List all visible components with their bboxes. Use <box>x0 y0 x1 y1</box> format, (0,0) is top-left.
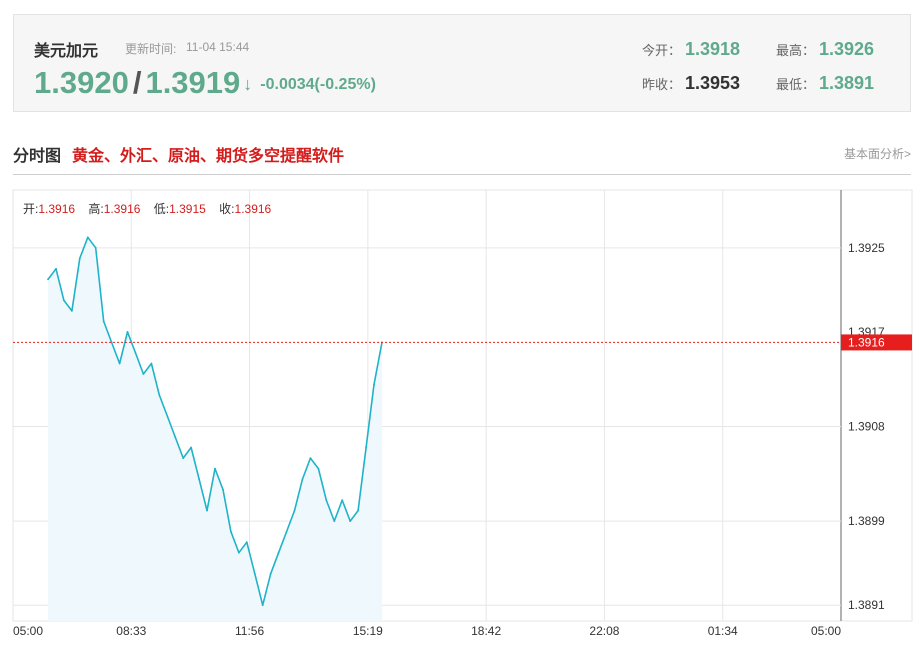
prev-close-value: 1.3953 <box>685 73 741 93</box>
open-stat: 今开： 1.3918 <box>642 39 740 60</box>
ask-price: 1.3919 <box>145 65 241 100</box>
y-tick-label: 1.3908 <box>848 420 885 434</box>
data-point <box>158 394 161 396</box>
y-tick-label: 1.3925 <box>848 241 885 255</box>
current-price-marker <box>841 334 912 351</box>
down-arrow-icon: ↓ <box>243 74 253 94</box>
high-label: 最高： <box>776 43 816 58</box>
data-point <box>253 572 256 575</box>
prev-close-label: 昨收： <box>642 77 682 92</box>
data-point <box>94 246 97 249</box>
data-point <box>190 446 193 449</box>
current-price-label: 1.3916 <box>848 335 885 349</box>
high-stat: 最高： 1.3926 <box>776 39 874 60</box>
quote-panel: 美元加元 更新时间: 11-04 15:44 1.3920/1.3919 ↓ -0.… <box>13 14 911 112</box>
fundamental-analysis-link[interactable]: 基本面分析> <box>843 147 911 161</box>
x-tick-label: 05:00 <box>13 624 43 638</box>
data-point <box>269 572 272 575</box>
data-point <box>214 467 216 470</box>
ohlc-open-value: 1.3916 <box>38 202 76 216</box>
data-point <box>325 499 328 501</box>
open-label: 今开： <box>642 43 682 58</box>
prev-close-stat: 昨收： 1.3953 <box>642 73 740 94</box>
data-point <box>118 362 121 365</box>
data-point <box>222 488 224 491</box>
data-point <box>365 446 367 449</box>
ohlc-readout: 开:1.3916 高:1.3916 低:1.3915 收:1.3916 <box>23 200 281 217</box>
data-point <box>182 457 185 459</box>
ohlc-high-value: 1.3916 <box>103 202 141 216</box>
data-point <box>230 530 232 533</box>
x-tick-label: 08:33 <box>116 624 146 638</box>
data-point <box>285 530 288 533</box>
data-point <box>293 509 296 512</box>
x-tick-label: 01:34 <box>708 624 738 638</box>
data-point <box>142 373 145 375</box>
price-change: -0.0034(-0.25%) <box>260 76 376 93</box>
section-divider <box>13 174 911 175</box>
y-tick-label: 1.3891 <box>848 598 885 612</box>
ohlc-high-label: 高: <box>88 202 104 216</box>
y-tick-label: 1.3899 <box>848 514 885 528</box>
data-point <box>206 509 208 512</box>
ohlc-open-label: 开: <box>23 202 39 216</box>
data-point <box>110 341 113 344</box>
alert-software-link[interactable]: 黄金、外汇、原油、期货多空提醒软件 <box>72 148 345 165</box>
data-point <box>150 362 153 365</box>
data-point <box>261 604 264 607</box>
data-point <box>373 383 375 386</box>
low-value: 1.3891 <box>819 73 875 93</box>
price-row: 1.3920/1.3919 ↓ -0.0034(-0.25%) <box>34 65 376 101</box>
data-point <box>198 478 201 480</box>
bid-price: 1.3920 <box>34 65 129 100</box>
data-point <box>357 509 359 512</box>
data-point <box>174 436 177 438</box>
x-tick-label: 11:56 <box>235 624 264 638</box>
high-value: 1.3926 <box>819 39 875 59</box>
plot-frame <box>12 189 913 622</box>
data-point <box>277 551 280 554</box>
data-point <box>78 257 81 260</box>
data-point <box>309 457 312 459</box>
data-point <box>134 352 137 354</box>
update-time: 11-04 15:44 <box>186 40 250 54</box>
x-tick-label: 22:08 <box>589 624 619 638</box>
low-label: 最低： <box>776 77 816 92</box>
ohlc-close-value: 1.3916 <box>234 202 272 216</box>
data-point <box>349 520 352 522</box>
data-point <box>86 236 89 239</box>
price-area <box>48 237 382 622</box>
data-point <box>333 520 336 522</box>
data-point <box>317 467 320 470</box>
x-tick-label: 18:42 <box>471 624 501 638</box>
data-point <box>166 415 169 417</box>
data-point <box>301 478 304 480</box>
ohlc-low-label: 低: <box>153 202 170 216</box>
data-point <box>71 310 73 312</box>
data-point <box>55 267 57 270</box>
x-tick-label: 15:19 <box>353 624 383 638</box>
low-stat: 最低： 1.3891 <box>776 73 874 94</box>
data-point <box>245 541 248 544</box>
update-time-label: 更新时间: <box>125 42 177 56</box>
data-point <box>238 551 240 554</box>
price-separator: / <box>132 65 142 100</box>
data-point <box>102 320 105 323</box>
ohlc-close-label: 收: <box>219 202 235 216</box>
section-title: 分时图 <box>13 148 62 165</box>
data-point <box>47 278 49 281</box>
data-point <box>341 499 344 501</box>
data-point <box>63 299 65 302</box>
open-value: 1.3918 <box>685 39 741 59</box>
pair-name: 美元加元 <box>34 43 99 60</box>
data-point <box>126 331 129 333</box>
x-tick-label: 05:00 <box>811 624 841 638</box>
ohlc-low-value: 1.3915 <box>169 202 206 216</box>
